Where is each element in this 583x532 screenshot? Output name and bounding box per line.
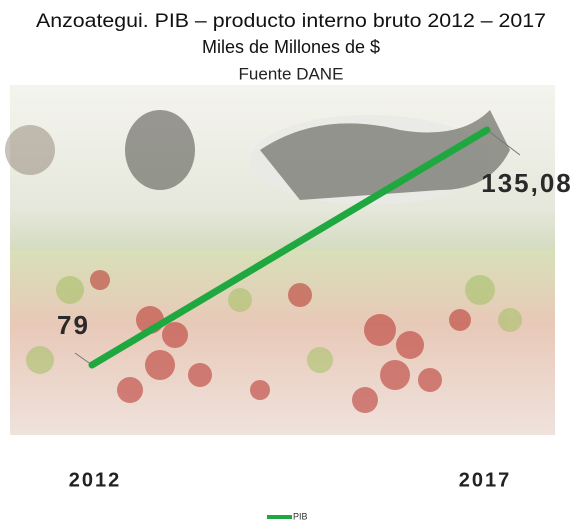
data-label: 79 [57,310,90,340]
x-tick-label: 2012 [69,469,122,491]
leader-line [486,129,521,156]
chart-title: Anzoategui. PIB – producto interno bruto… [36,11,546,32]
x-tick-label: 2017 [459,469,512,491]
data-line [88,126,491,369]
data-label: 135,08 [481,168,573,198]
chart-subtitle: Miles de Millones de $ [202,37,380,57]
legend-label: PIB [293,511,308,521]
chart-source: Fuente DANE [239,64,344,83]
